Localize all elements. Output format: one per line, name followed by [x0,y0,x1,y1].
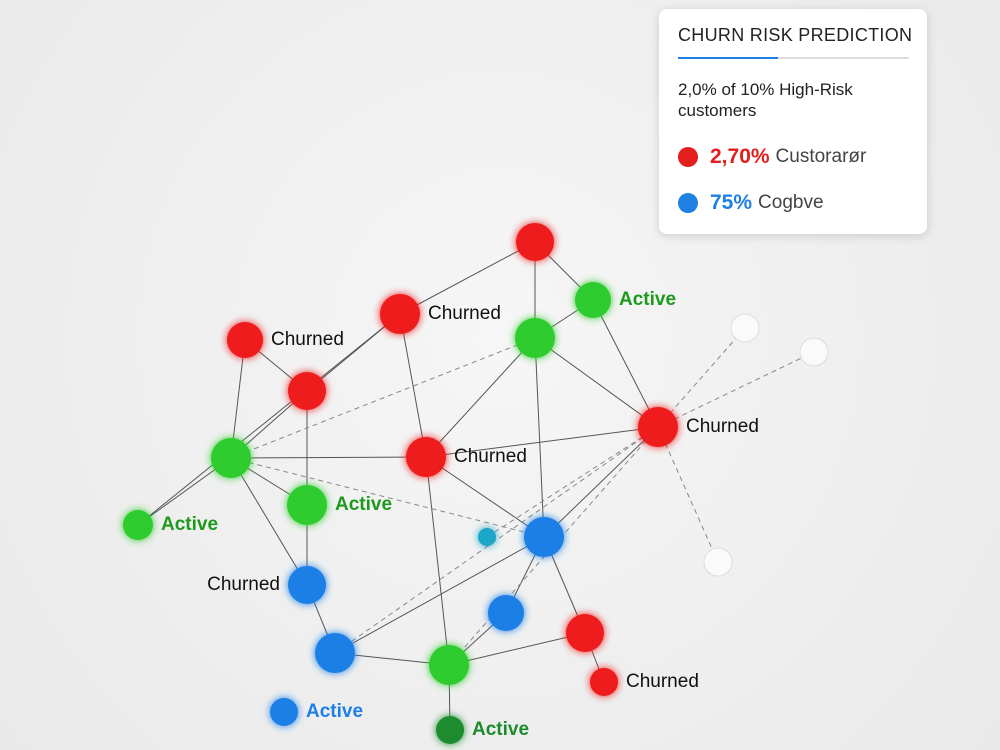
node [123,510,153,540]
legend-item: 2,70% Custorarør [678,145,866,169]
summary: 2,0% of 10% High-Risk customers [678,80,853,120]
node [436,716,464,744]
node-label: Churned [626,671,699,692]
legend-value: 2,70% [710,145,770,168]
edge [399,313,426,457]
dashed-edge [334,426,659,654]
edge [534,337,659,428]
dashed-edge [657,351,815,428]
dashed-edge [657,327,746,428]
node [288,566,326,604]
edge [230,457,426,458]
edge [230,457,308,586]
node [566,614,604,652]
node [524,517,564,557]
node-label: Churned [454,446,527,467]
prediction-panel: CHURN RISK PREDICTION 2,0% of 10% High-R… [659,9,927,234]
dashed-edge [657,426,719,563]
edge [400,241,536,314]
node [590,668,618,696]
node [478,528,496,546]
edge [334,536,545,654]
edge [448,632,586,666]
node-label: Active [619,289,676,310]
node [638,407,678,447]
ghost-node [703,547,733,577]
legend-label: Cogbve [758,192,824,213]
ghost-node [730,313,760,343]
legend-dot [678,193,698,213]
node [515,318,555,358]
legend-value: 75% [710,191,753,214]
node-label: Churned [428,303,501,324]
edge [425,426,659,458]
node [288,372,326,410]
node [211,438,251,478]
edge [534,337,544,537]
node-label: Active [472,719,529,740]
legend-label: Custorarør [775,146,867,167]
node [287,485,327,525]
node-label: Churned [207,574,280,595]
dashed-edge [448,426,659,666]
dashed-edge [230,337,536,459]
node-label: Churned [271,329,344,350]
node-label: Active [335,494,392,515]
legend-item: 75% Cogbve [678,191,824,215]
node [575,282,611,318]
edge [543,426,659,538]
node [406,437,446,477]
node [516,223,554,261]
edge [137,313,401,526]
ghost-node [799,337,829,367]
node [315,633,355,673]
node [227,322,263,358]
node-label: Active [306,701,363,722]
dashed-edge [486,426,659,538]
edge [425,456,449,665]
node [429,645,469,685]
node [488,595,524,631]
node-label: Churned [686,416,759,437]
edge [425,337,536,458]
legend-dot [678,147,698,167]
edge [425,456,545,538]
panel-title: CHURN RISK PREDICTION [678,25,913,45]
node [380,294,420,334]
edge [592,299,658,427]
node-label: Active [161,514,218,535]
node [270,698,298,726]
divider [678,57,909,59]
